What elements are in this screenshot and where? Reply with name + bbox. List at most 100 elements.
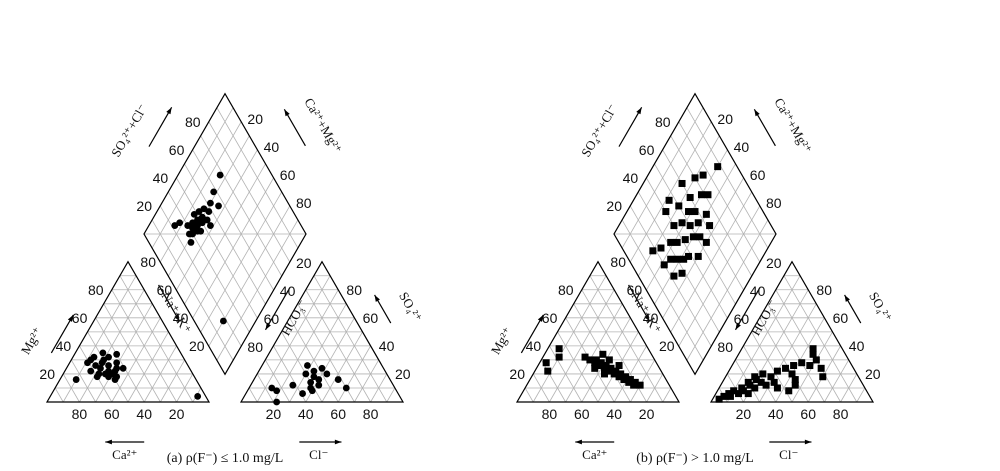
grid-line [856,387,866,403]
anion-point [318,364,326,372]
anion-point [289,381,297,389]
grid-line [630,359,656,403]
arrow-shaft [50,314,74,354]
so4-axis-label: SO₄²⁺ [396,289,425,324]
diamond-point [678,269,686,277]
diamond-point [665,196,673,204]
tick-label: 60 [169,142,185,158]
tick-label: 20 [266,406,282,422]
grid-line [767,303,825,403]
diamond-frame [613,92,777,376]
diamond-point [699,171,707,179]
arrow-head [67,315,74,322]
arrow-head [636,107,642,115]
diamond-point [685,208,693,216]
na-k-axis-arrow [158,284,181,322]
cation-point [87,367,95,375]
diamond-point [706,222,714,230]
grid-line [386,387,396,403]
grid-line [159,121,242,263]
mg-axis-label: Mg²⁺ [488,324,515,356]
diamond-point [207,222,214,229]
cation-point [599,350,607,358]
cation-point [625,378,633,386]
so4-axis-label: SO₄²⁺ [866,289,895,324]
arrow-head [105,439,112,445]
diamond-point [184,222,192,229]
arrow-head [166,107,172,115]
grid-line [62,373,80,403]
cl-axis-label: Cl⁻ [309,447,328,462]
diamond-point [171,222,179,229]
tick-label: 40 [153,170,169,186]
anion-point [782,364,790,372]
diamond-point [219,317,227,325]
anion-point [720,392,728,400]
anion-point [785,387,793,395]
tick-label: 60 [280,167,296,183]
tick-label: 80 [717,339,733,355]
tick-label: 80 [363,406,379,422]
cation-point [620,376,628,384]
tick-label: 60 [157,282,173,298]
grid-line [589,275,664,403]
mg-axis-arrow [50,314,74,354]
mg-axis-arrow [520,314,544,354]
so4-cl-axis-label: SO₄²⁺+Cl⁻ [108,101,150,159]
tick-label: 80 [655,114,671,130]
tick-label: 20 [247,111,263,127]
tick-label: 40 [606,406,622,422]
diamond-point [210,188,218,196]
arrow-shaft [618,107,643,147]
grid-line [289,303,347,403]
anion-point [812,356,820,364]
grid-line [678,121,761,263]
anion-point [302,370,310,378]
grid-line [216,107,299,249]
anion-point [773,367,781,375]
cation-point [600,370,608,378]
diamond-point [680,255,688,263]
grid-line [119,275,194,403]
tick-label: 40 [136,406,152,422]
grid-line [95,303,153,403]
ca-mg-axis-label: Ca²⁺+Mg²⁺ [301,95,345,156]
grid-line [305,289,371,403]
tick-label: 60 [72,310,88,326]
diamond-point [702,210,710,218]
anion-point [323,370,331,378]
cation-point [555,353,563,361]
tick-label: 60 [542,310,558,326]
tick-label: 20 [659,338,675,354]
diamond-point [714,163,722,171]
figure-caption: (b) ρ(F⁻) > 1.0 mg/L [636,451,754,466]
anion-point [751,373,759,381]
hco3-axis-arrow [264,287,291,331]
diamond-point [187,239,195,246]
so4-axis-arrow [374,294,392,324]
diamond-point [670,222,678,230]
tick-label: 20 [509,366,525,382]
ca-mg-axis-arrow [283,109,306,147]
tick-label: 20 [606,198,622,214]
triangle-frame [45,260,211,403]
arrow-shaft [158,284,181,322]
tick-label: 40 [264,139,280,155]
tick-label: 80 [766,195,782,211]
anion-point [715,395,723,403]
tick-label: 80 [247,339,263,355]
arrow-shaft [628,284,651,322]
diamond-point [685,252,693,260]
cation-point [101,370,109,378]
tick-label: 60 [330,406,346,422]
anion-point [342,384,350,392]
grid-line [151,107,234,249]
arrow-head [735,322,741,330]
tick-label: 40 [623,170,639,186]
grid-line [532,275,607,403]
anion-point [273,387,281,395]
arrow-head [265,322,271,330]
diamond-point [675,202,683,210]
tick-label: 80 [296,195,312,211]
